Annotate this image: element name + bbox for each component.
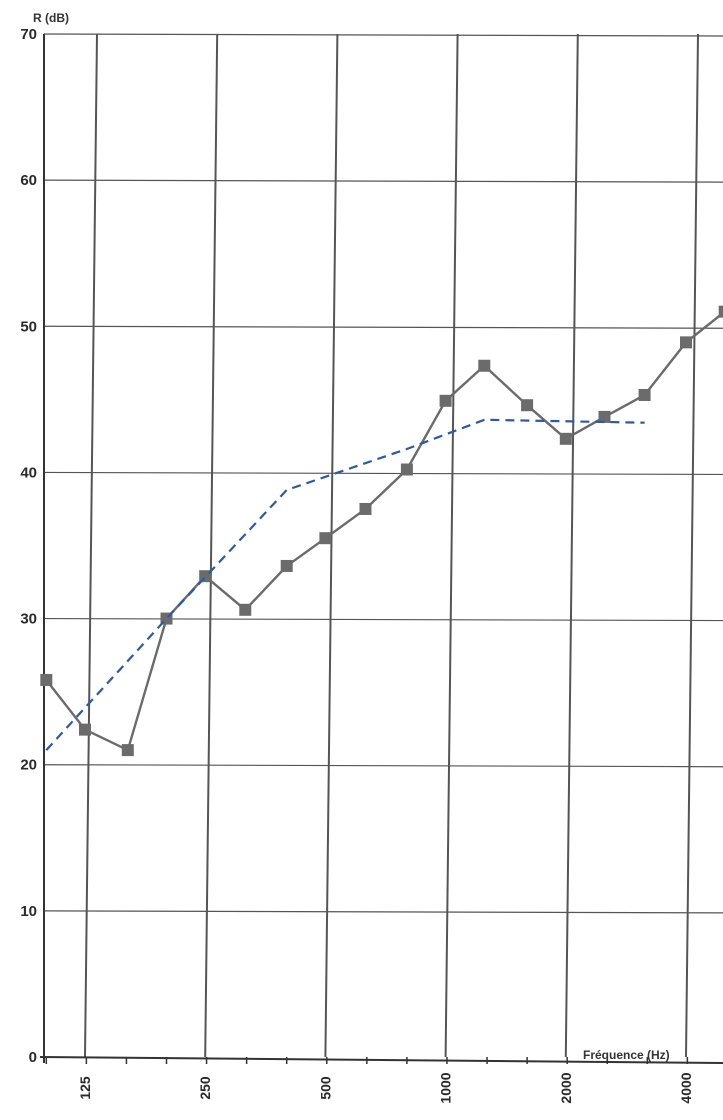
- grid-line-x: [324, 33, 339, 1058]
- x-tick-label: 1000: [438, 1072, 454, 1103]
- grid-line-x: [84, 33, 98, 1058]
- grid-line-x: [685, 33, 699, 1058]
- y-tick-label: 60: [20, 172, 37, 189]
- data-point-marker: [239, 603, 252, 616]
- horizontal-grid: [43, 33, 723, 914]
- y-tick-label: 0: [29, 1049, 37, 1066]
- series-group: [40, 305, 723, 757]
- data-point-marker: [680, 336, 692, 349]
- y-tick-label: 10: [20, 903, 37, 920]
- y-tick-label: 50: [20, 318, 37, 335]
- grid-line-x: [564, 33, 579, 1058]
- data-point-marker: [598, 410, 611, 423]
- y-tick-label: 30: [20, 611, 37, 628]
- grid-line-x: [444, 33, 459, 1058]
- y-tick-labels: 0 10 20 30 40 50 60 70: [20, 26, 37, 1066]
- grid-line-y: [43, 764, 723, 768]
- grid-line-x: [204, 33, 219, 1058]
- y-tick-label: 40: [20, 464, 37, 481]
- data-point-marker: [559, 432, 572, 445]
- data-point-marker: [478, 359, 491, 372]
- data-point-marker: [280, 559, 293, 572]
- data-point-marker: [40, 673, 53, 686]
- x-tick-label: 2000: [558, 1072, 574, 1103]
- axes: [39, 34, 723, 1064]
- grid-line-y: [43, 33, 723, 37]
- y-axis-title: R (dB): [33, 11, 69, 25]
- data-point-marker: [319, 532, 332, 545]
- reference-curve-line: [45, 418, 645, 751]
- x-tick-labels: 125 250 500 1000 2000 4000: [77, 1072, 694, 1103]
- data-point-marker: [638, 388, 651, 401]
- grid-line-y: [43, 471, 723, 476]
- grid-line-y: [43, 617, 723, 622]
- x-tick-label: 250: [197, 1076, 213, 1100]
- data-point-marker: [79, 723, 91, 736]
- data-point-marker: [521, 399, 534, 412]
- data-point-marker: [359, 502, 372, 515]
- x-axis: [39, 1056, 723, 1064]
- x-tick-label: 500: [317, 1076, 333, 1100]
- data-point-marker: [121, 744, 134, 757]
- vertical-grid: [84, 33, 699, 1058]
- y-tick-label: 20: [20, 757, 37, 774]
- x-tick-label: 4000: [678, 1072, 694, 1103]
- y-tick-label: 70: [20, 26, 37, 43]
- grid-line-y: [43, 325, 723, 329]
- x-axis-title: Fréquence (Hz): [583, 1048, 670, 1062]
- data-point-marker: [718, 305, 723, 318]
- grid-line-y: [43, 179, 723, 183]
- data-point-marker: [400, 463, 413, 476]
- grid-line-y: [43, 910, 723, 914]
- x-tick-label: 125: [77, 1076, 93, 1100]
- measured-curve-line: [45, 311, 723, 752]
- data-point-marker: [439, 394, 452, 407]
